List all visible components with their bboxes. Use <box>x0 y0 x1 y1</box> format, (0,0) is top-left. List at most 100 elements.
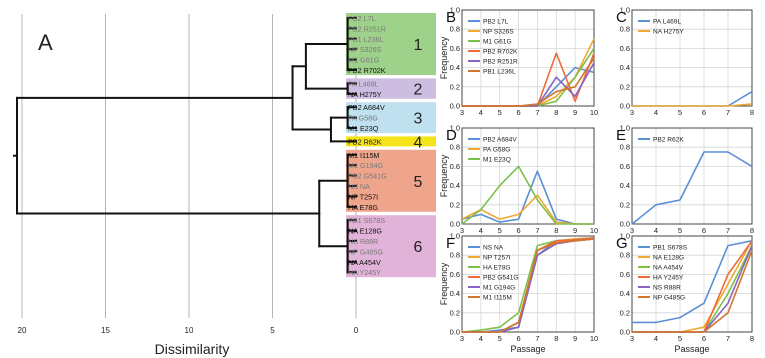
panel-letter: E <box>616 127 626 144</box>
leaf-label: PB1 L236L <box>348 35 384 44</box>
y-tick-label: 0.0 <box>450 328 460 337</box>
cluster-box-6 <box>346 215 436 278</box>
y-tick-label: 1.0 <box>620 6 630 15</box>
series-line <box>632 245 753 333</box>
y-tick-label: 0.8 <box>450 251 460 260</box>
panel-c-chart: 3 4 5 6 7 8 0.0 0.2 0.4 0.6 0.8 1.0 PA L469L NA H275Y… <box>616 6 754 118</box>
cluster-number: 3 <box>414 111 423 128</box>
series-line <box>462 57 595 107</box>
y-tick-label: 0.4 <box>450 181 460 190</box>
y-tick-label: 0.2 <box>450 308 460 317</box>
legend-entry: PB2 A684V <box>483 137 517 144</box>
y-tick-label: 1.0 <box>450 232 460 241</box>
y-tick-label: 0.6 <box>450 44 460 53</box>
y-tick-label: 0.0 <box>450 220 460 229</box>
leaf-label: NP T257I <box>348 192 378 201</box>
cluster-number: 5 <box>414 174 423 191</box>
leaf-label: M1 G194G <box>348 161 384 170</box>
x-tick-label: 9 <box>573 334 577 343</box>
legend-entry: PB1 L236L <box>483 69 516 76</box>
x-tick-label: 8 <box>554 334 558 343</box>
x-tick-label: 6 <box>516 226 520 235</box>
panel-d-chart: 3 4 5 6 7 8 9 10 0.0 0.2 0.4 0.6 0.8 1.0 PB2 A684V PA G… <box>440 124 598 236</box>
x-tick-label: 9 <box>573 226 577 235</box>
x-tick-label: 5 <box>678 108 682 117</box>
leaf-label: HA E78G <box>348 203 378 212</box>
x-tick-label: 20 <box>18 326 27 335</box>
leaf-label: NS NA <box>348 182 370 191</box>
plot-frame <box>631 9 753 107</box>
leaf-label: NP G485G <box>348 247 383 256</box>
x-tick-label: 5 <box>498 108 502 117</box>
x-tick-label: 15 <box>101 326 110 335</box>
leaf-label: PB2 R702K <box>348 66 386 75</box>
panel-letter: G <box>616 235 628 252</box>
y-tick-label: 0.0 <box>620 102 630 111</box>
cluster-number: 1 <box>414 37 423 54</box>
y-tick-label: 0.8 <box>450 143 460 152</box>
x-tick-label: 3 <box>630 226 634 235</box>
x-tick-label: 6 <box>702 334 706 343</box>
leaf-label: PB2 R62K <box>348 137 382 146</box>
x-tick-label: 3 <box>630 108 634 117</box>
plot-frame <box>461 9 595 107</box>
frequency-panels: 3 4 5 6 7 8 9 10 0.0 0.2 0.4 0.6 0.8 1.0 PB2 L7L NP S32… <box>440 6 754 355</box>
legend-entry: NS R88R <box>653 285 681 292</box>
y-tick-label: 0.6 <box>620 44 630 53</box>
panel-g-chart: 3 4 5 6 7 8 0.0 0.2 0.4 0.6 0.8 1.0 PB1 S678S NA E128… <box>616 232 754 355</box>
leaf-label: NA E128G <box>348 227 382 236</box>
legend-entry: M1 I115M <box>483 295 512 302</box>
x-axis-label: Passage <box>674 344 709 354</box>
y-tick-label: 0.4 <box>620 181 630 190</box>
panel-letter: F <box>446 235 455 252</box>
y-axis-label: Frequency <box>440 262 449 305</box>
series-line <box>632 250 753 333</box>
leaf-label: PB1 S678S <box>348 216 385 225</box>
legend-entry: HA Y245Y <box>653 275 684 282</box>
x-tick-label: 3 <box>460 226 464 235</box>
leaf-label: PA G58G <box>348 114 378 123</box>
cluster-box-5 <box>346 149 436 212</box>
y-tick-label: 0.6 <box>620 270 630 279</box>
y-tick-label: 0.4 <box>620 289 630 298</box>
y-tick-label: 1.0 <box>450 124 460 133</box>
panel-b-chart: 3 4 5 6 7 8 9 10 0.0 0.2 0.4 0.6 0.8 1.0 PB2 L7L NP S32… <box>440 6 598 118</box>
x-tick-label: 8 <box>750 108 754 117</box>
x-tick-label: 5 <box>498 226 502 235</box>
y-axis-label: Frequency <box>440 154 449 197</box>
cluster-box-1 <box>346 13 436 75</box>
cluster-number: 6 <box>414 239 423 256</box>
panel-letter: D <box>446 127 457 144</box>
legend-entry: HA E78G <box>483 265 511 272</box>
x-tick-label: 8 <box>554 108 558 117</box>
x-tick-label: 3 <box>630 334 634 343</box>
x-tick-label: 5 <box>678 334 682 343</box>
leaf-label: NS R88R <box>348 237 378 246</box>
y-tick-label: 0.4 <box>450 289 460 298</box>
x-tick-label: 10 <box>185 326 194 335</box>
x-tick-label: 9 <box>573 108 577 117</box>
cluster-boxes <box>346 13 436 278</box>
legend-entry: NP S326S <box>483 29 514 36</box>
legend-entry: M1 G194G <box>483 285 515 292</box>
cluster-box-4 <box>346 136 436 147</box>
y-tick-label: 0.0 <box>620 220 630 229</box>
x-tick-label: 7 <box>726 334 730 343</box>
legend-entry: NA H275Y <box>653 29 684 36</box>
x-tick-label: 8 <box>750 334 754 343</box>
x-tick-label: 7 <box>726 108 730 117</box>
leaf-label: M1 I115M <box>348 151 379 160</box>
x-tick-label: 8 <box>554 226 558 235</box>
y-tick-label: 0.8 <box>620 25 630 34</box>
x-tick-label: 0 <box>354 326 359 335</box>
dissimilarity-axis-label: Dissimilarity <box>155 341 230 357</box>
plot-frame <box>631 127 753 225</box>
y-tick-label: 0.4 <box>620 63 630 72</box>
x-tick-label: 7 <box>535 334 539 343</box>
leaf-label: PB2 L7L <box>348 14 376 23</box>
panel-f-chart: 3 4 5 6 7 8 9 10 0.0 0.2 0.4 0.6 0.8 1.0 NS NA NP T257I… <box>440 232 598 355</box>
x-tick-label: 4 <box>654 226 658 235</box>
y-tick-label: 0.6 <box>450 162 460 171</box>
